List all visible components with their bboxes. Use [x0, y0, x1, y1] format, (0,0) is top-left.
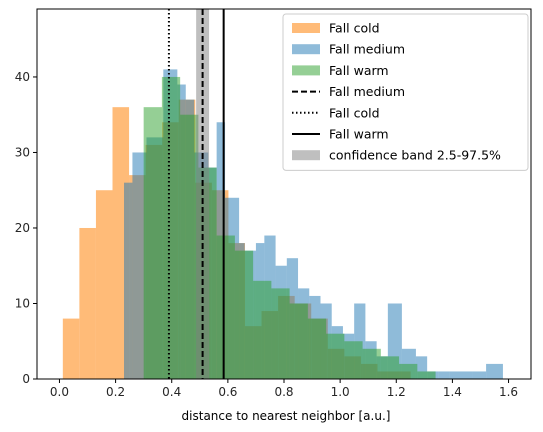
bar-fall-medium	[472, 371, 487, 379]
bar-fall-warm	[326, 333, 345, 379]
y-tick-label: 30	[15, 145, 30, 159]
bar-fall-warm	[216, 235, 235, 379]
x-tick-label: 0.8	[274, 385, 293, 399]
legend: Fall cold Fall medium Fall warm Fall medium…	[282, 13, 529, 171]
legend-label-fall-warm: Fall warm	[329, 127, 389, 142]
bar-fall-warm	[362, 348, 381, 379]
legend-label-fall-medium: Fall medium	[329, 84, 405, 99]
bar-fall-warm	[344, 341, 363, 379]
bar-fall-warm	[253, 280, 272, 379]
legend-patch-fall-warm	[292, 65, 320, 76]
x-tick-label: 0.6	[218, 385, 237, 399]
bar-fall-warm	[143, 107, 162, 379]
bar-fall-cold	[79, 227, 96, 379]
bar-fall-warm	[234, 250, 254, 379]
legend-label-fall-medium: Fall medium	[329, 42, 405, 57]
bar-fall-medium	[449, 371, 473, 379]
bar-fall-medium	[438, 371, 450, 379]
legend-label-fall-cold: Fall cold	[329, 21, 380, 36]
x-axis-label: distance to nearest neighbor [a.u.]	[182, 409, 391, 423]
legend-label-confidence-band-2-5-97-5-: confidence band 2.5-97.5%	[329, 148, 501, 163]
x-tick-label: 1.0	[331, 385, 350, 399]
bar-fall-warm	[161, 76, 181, 379]
bar-fall-medium	[132, 152, 147, 379]
legend-label-fall-cold: Fall cold	[329, 105, 380, 120]
y-tick-label: 0	[22, 372, 30, 386]
bar-fall-medium	[415, 356, 428, 379]
bar-fall-warm	[307, 318, 327, 379]
bar-fall-cold	[95, 190, 113, 379]
bar-fall-medium	[124, 182, 133, 379]
legend-patch-fall-medium	[292, 44, 320, 55]
y-tick-label: 20	[15, 221, 30, 235]
y-tick-label: 10	[15, 296, 30, 310]
bar-fall-warm	[271, 288, 290, 379]
x-tick-label: 0.4	[162, 385, 181, 399]
legend-box	[282, 13, 529, 171]
x-tick-label: 1.6	[499, 385, 518, 399]
bar-fall-warm	[417, 371, 436, 379]
bar-fall-warm	[380, 356, 400, 379]
bar-fall-warm	[289, 303, 308, 379]
axes: 0.0 0.2 0.4 0.6 0.8 1.0 1.2 1.4 1.6 0 10 20 30 40	[15, 8, 532, 399]
bar-fall-warm	[180, 114, 199, 379]
plot-area	[62, 9, 503, 379]
x-tick-label: 0.0	[50, 385, 69, 399]
x-tick-label: 1.4	[443, 385, 462, 399]
y-tick-label: 40	[15, 70, 30, 84]
legend-patch-confidence-band-2-5-97-5-	[292, 150, 320, 161]
x-tick-label: 0.2	[106, 385, 125, 399]
legend-patch-fall-cold	[292, 23, 320, 33]
bar-fall-warm	[399, 363, 418, 379]
bar-fall-cold	[62, 318, 80, 379]
x-tick-label: 1.2	[387, 385, 406, 399]
bar-fall-medium	[486, 363, 503, 379]
legend-label-fall-warm: Fall warm	[329, 63, 389, 78]
